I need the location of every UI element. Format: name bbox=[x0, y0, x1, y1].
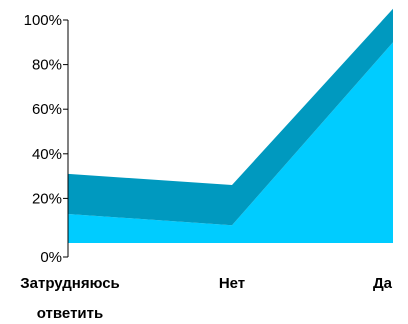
y-tick-label: 40% bbox=[32, 146, 62, 163]
y-tick-label: 100% bbox=[24, 12, 62, 29]
x-category-label: ответить bbox=[37, 305, 103, 322]
x-category-label: Нет bbox=[219, 275, 245, 292]
x-axis-labels: Затрудняюсь ответить Нет Да bbox=[20, 275, 392, 322]
series-areas bbox=[68, 8, 393, 257]
x-category-label: Да bbox=[373, 275, 393, 292]
y-axis-ticks: 0% 20% 40% 60% 80% 100% bbox=[24, 12, 68, 266]
y-tick-label: 0% bbox=[40, 249, 62, 266]
y-tick-label: 60% bbox=[32, 101, 62, 118]
series-area-2 bbox=[68, 8, 393, 226]
y-tick-label: 20% bbox=[32, 190, 62, 207]
y-tick-label: 80% bbox=[32, 57, 62, 74]
plot-floor bbox=[68, 243, 393, 257]
series-area-1 bbox=[68, 42, 393, 243]
x-category-label: Затрудняюсь bbox=[20, 275, 120, 292]
